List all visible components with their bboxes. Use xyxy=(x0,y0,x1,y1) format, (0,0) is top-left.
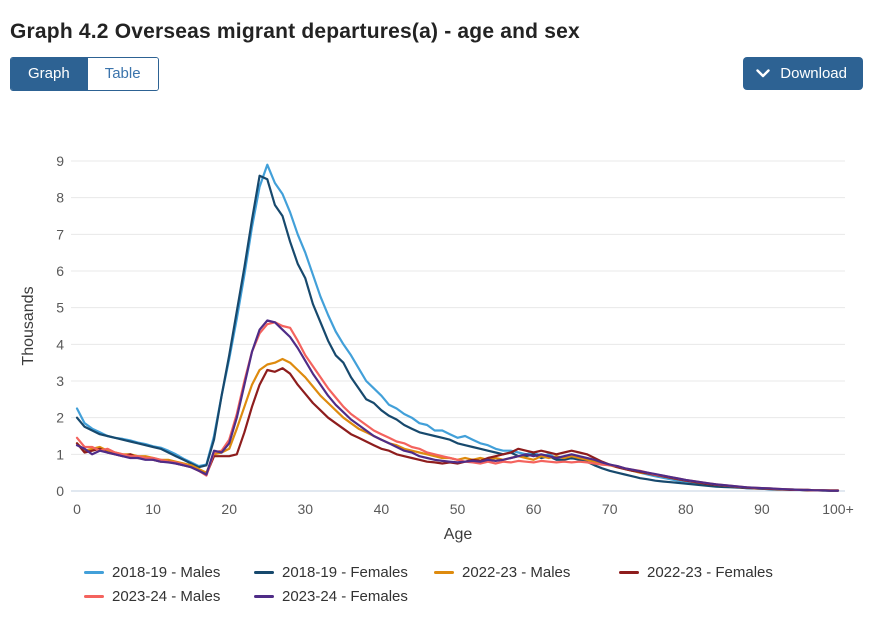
series-line-2022-23-females xyxy=(75,367,840,492)
legend-item[interactable]: 2022-23 - Males xyxy=(434,562,619,583)
legend-item[interactable]: 2018-19 - Males xyxy=(84,562,254,583)
legend-label: 2018-19 - Males xyxy=(112,564,221,581)
x-tick-label: 0 xyxy=(73,501,81,517)
page-title: Graph 4.2 Overseas migrant departures(a)… xyxy=(10,20,580,44)
y-tick-label: 5 xyxy=(56,300,64,316)
legend-swatch xyxy=(434,571,454,574)
x-tick-label: 70 xyxy=(602,501,618,517)
chart-legend: 2018-19 - Males 2018-19 - Females 2022-2… xyxy=(84,562,773,607)
chevron-down-icon xyxy=(756,69,770,78)
y-tick-label: 3 xyxy=(56,373,64,389)
legend-label: 2023-24 - Females xyxy=(282,588,408,605)
legend-item[interactable]: 2023-24 - Females xyxy=(254,586,434,607)
y-tick-label: 1 xyxy=(56,446,64,462)
y-axis-title: Thousands xyxy=(20,286,37,365)
tab-graph[interactable]: Graph xyxy=(11,58,87,90)
tab-table[interactable]: Table xyxy=(86,58,158,90)
series-line-2018-19-males xyxy=(75,163,840,492)
x-tick-label: 40 xyxy=(374,501,390,517)
legend-item[interactable]: 2022-23 - Females xyxy=(619,562,773,583)
legend-label: 2022-23 - Females xyxy=(647,564,773,581)
legend-swatch xyxy=(619,571,639,574)
download-button[interactable]: Download xyxy=(743,57,863,90)
legend-label: 2022-23 - Males xyxy=(462,564,571,581)
legend-swatch xyxy=(84,595,104,598)
x-tick-label: 20 xyxy=(221,501,237,517)
x-tick-label: 10 xyxy=(145,501,161,517)
y-tick-label: 9 xyxy=(56,153,64,169)
graph-table-tab-group: Graph Table xyxy=(10,57,159,91)
y-tick-label: 0 xyxy=(56,483,64,499)
y-tick-label: 4 xyxy=(56,336,64,352)
x-tick-label: 80 xyxy=(678,501,694,517)
x-tick-label: 90 xyxy=(754,501,770,517)
legend-label: 2018-19 - Females xyxy=(282,564,408,581)
series-line-2022-23-males xyxy=(75,357,840,492)
x-tick-label: 100+ xyxy=(822,501,854,517)
y-tick-label: 7 xyxy=(56,226,64,242)
legend-label: 2023-24 - Males xyxy=(112,588,221,605)
x-tick-label: 50 xyxy=(450,501,466,517)
x-tick-label: 30 xyxy=(298,501,314,517)
x-tick-label: 60 xyxy=(526,501,542,517)
legend-item[interactable]: 2018-19 - Females xyxy=(254,562,434,583)
y-tick-label: 8 xyxy=(56,190,64,206)
legend-swatch xyxy=(254,571,274,574)
y-tick-label: 6 xyxy=(56,263,64,279)
legend-swatch xyxy=(84,571,104,574)
legend-swatch xyxy=(254,595,274,598)
y-tick-label: 2 xyxy=(56,410,64,426)
series-line-2018-19-females xyxy=(75,174,840,492)
legend-item[interactable]: 2023-24 - Males xyxy=(84,586,254,607)
series-line-2023-24-females xyxy=(75,319,840,492)
x-axis-title: Age xyxy=(444,526,473,543)
download-button-label: Download xyxy=(780,65,847,82)
